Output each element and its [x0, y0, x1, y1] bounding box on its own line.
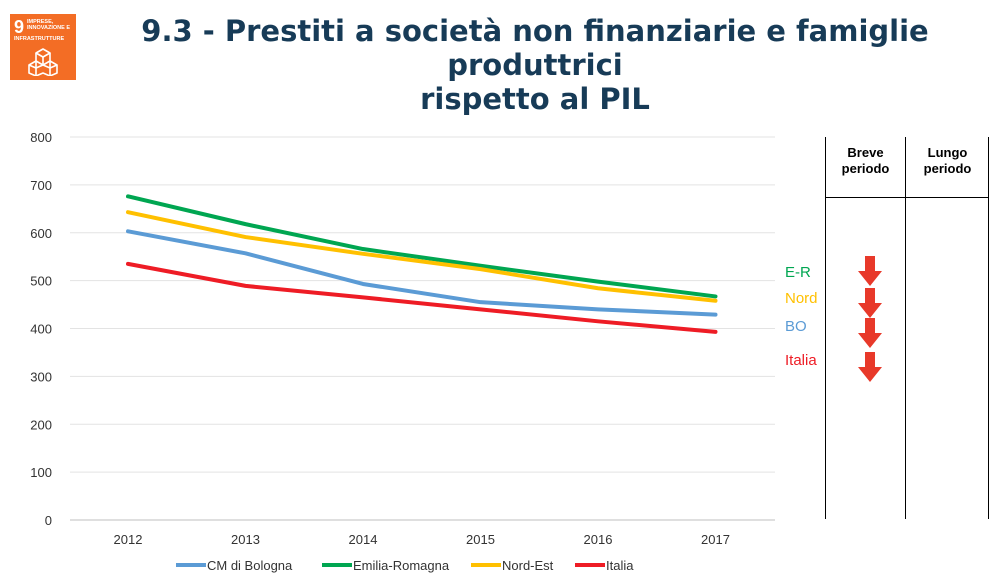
- legend: CM di Bologna Emilia-Romagna Nord-Est Itali…: [176, 558, 634, 573]
- x-tick-label: 2014: [349, 532, 378, 547]
- series-line-italia: [126, 261, 718, 334]
- region-label: E-R: [785, 264, 811, 281]
- legend-label: Nord-Est: [502, 558, 554, 573]
- x-tick-label: 2015: [466, 532, 495, 547]
- down-arrow-icon: [858, 256, 882, 286]
- y-tick-label: 800: [30, 130, 52, 145]
- region-label: Nord: [785, 290, 818, 307]
- sdg-text: IMPRESE, INNOVAZIONE E INFRASTRUTTURE: [14, 19, 71, 42]
- x-tick-label: 2017: [701, 532, 730, 547]
- x-tick-label: 2016: [584, 532, 613, 547]
- cube-stack-icon: [28, 48, 58, 76]
- header-divider: [826, 197, 988, 198]
- col-short-term-header: Breve periodo: [841, 145, 890, 176]
- down-arrow-icon: [858, 352, 882, 382]
- y-tick-label: 0: [45, 513, 52, 528]
- series-line-emilia-romagna: [126, 194, 718, 299]
- y-tick-label: 100: [30, 465, 52, 480]
- region-label: BO: [785, 318, 807, 335]
- series-layer: [126, 194, 718, 334]
- legend-label: CM di Bologna: [207, 558, 293, 573]
- sdg-number: 9: [14, 17, 25, 37]
- trend-table: Breve periodo Lungo periodo: [825, 137, 989, 519]
- y-tick-label: 500: [30, 274, 52, 289]
- col-long-term-header: Lungo periodo: [923, 145, 972, 176]
- legend-label: Italia: [606, 558, 634, 573]
- series-line-nord-est: [126, 210, 718, 303]
- page-title-line1: 9.3 - Prestiti a società non finanziarie…: [141, 14, 929, 82]
- legend-label: Emilia-Romagna: [353, 558, 450, 573]
- page-title-line2: rispetto al PIL: [420, 82, 650, 116]
- y-tick-label: 200: [30, 417, 52, 432]
- series-line-cm-di-bologna: [126, 229, 718, 317]
- y-tick-label: 300: [30, 369, 52, 384]
- region-label: Italia: [785, 352, 817, 369]
- y-tick-label: 600: [30, 226, 52, 241]
- x-tick-label: 2013: [231, 532, 260, 547]
- column-divider: [905, 137, 906, 519]
- down-arrow-icon: [858, 318, 882, 348]
- y-tick-label: 400: [30, 322, 52, 337]
- sdg-badge: 9 IMPRESE, INNOVAZIONE E INFRASTRUTTURE: [10, 14, 76, 80]
- x-tick-label: 2012: [114, 532, 143, 547]
- x-tick-labels: 2012 2013 2014 2015 2016 2017: [114, 532, 730, 547]
- page-title: 9.3 - Prestiti a società non finanziarie…: [85, 14, 985, 116]
- down-arrow-icon: [858, 288, 882, 318]
- y-tick-labels: 0 100 200 300 400 500 600 700 800: [30, 130, 52, 528]
- y-tick-label: 700: [30, 178, 52, 193]
